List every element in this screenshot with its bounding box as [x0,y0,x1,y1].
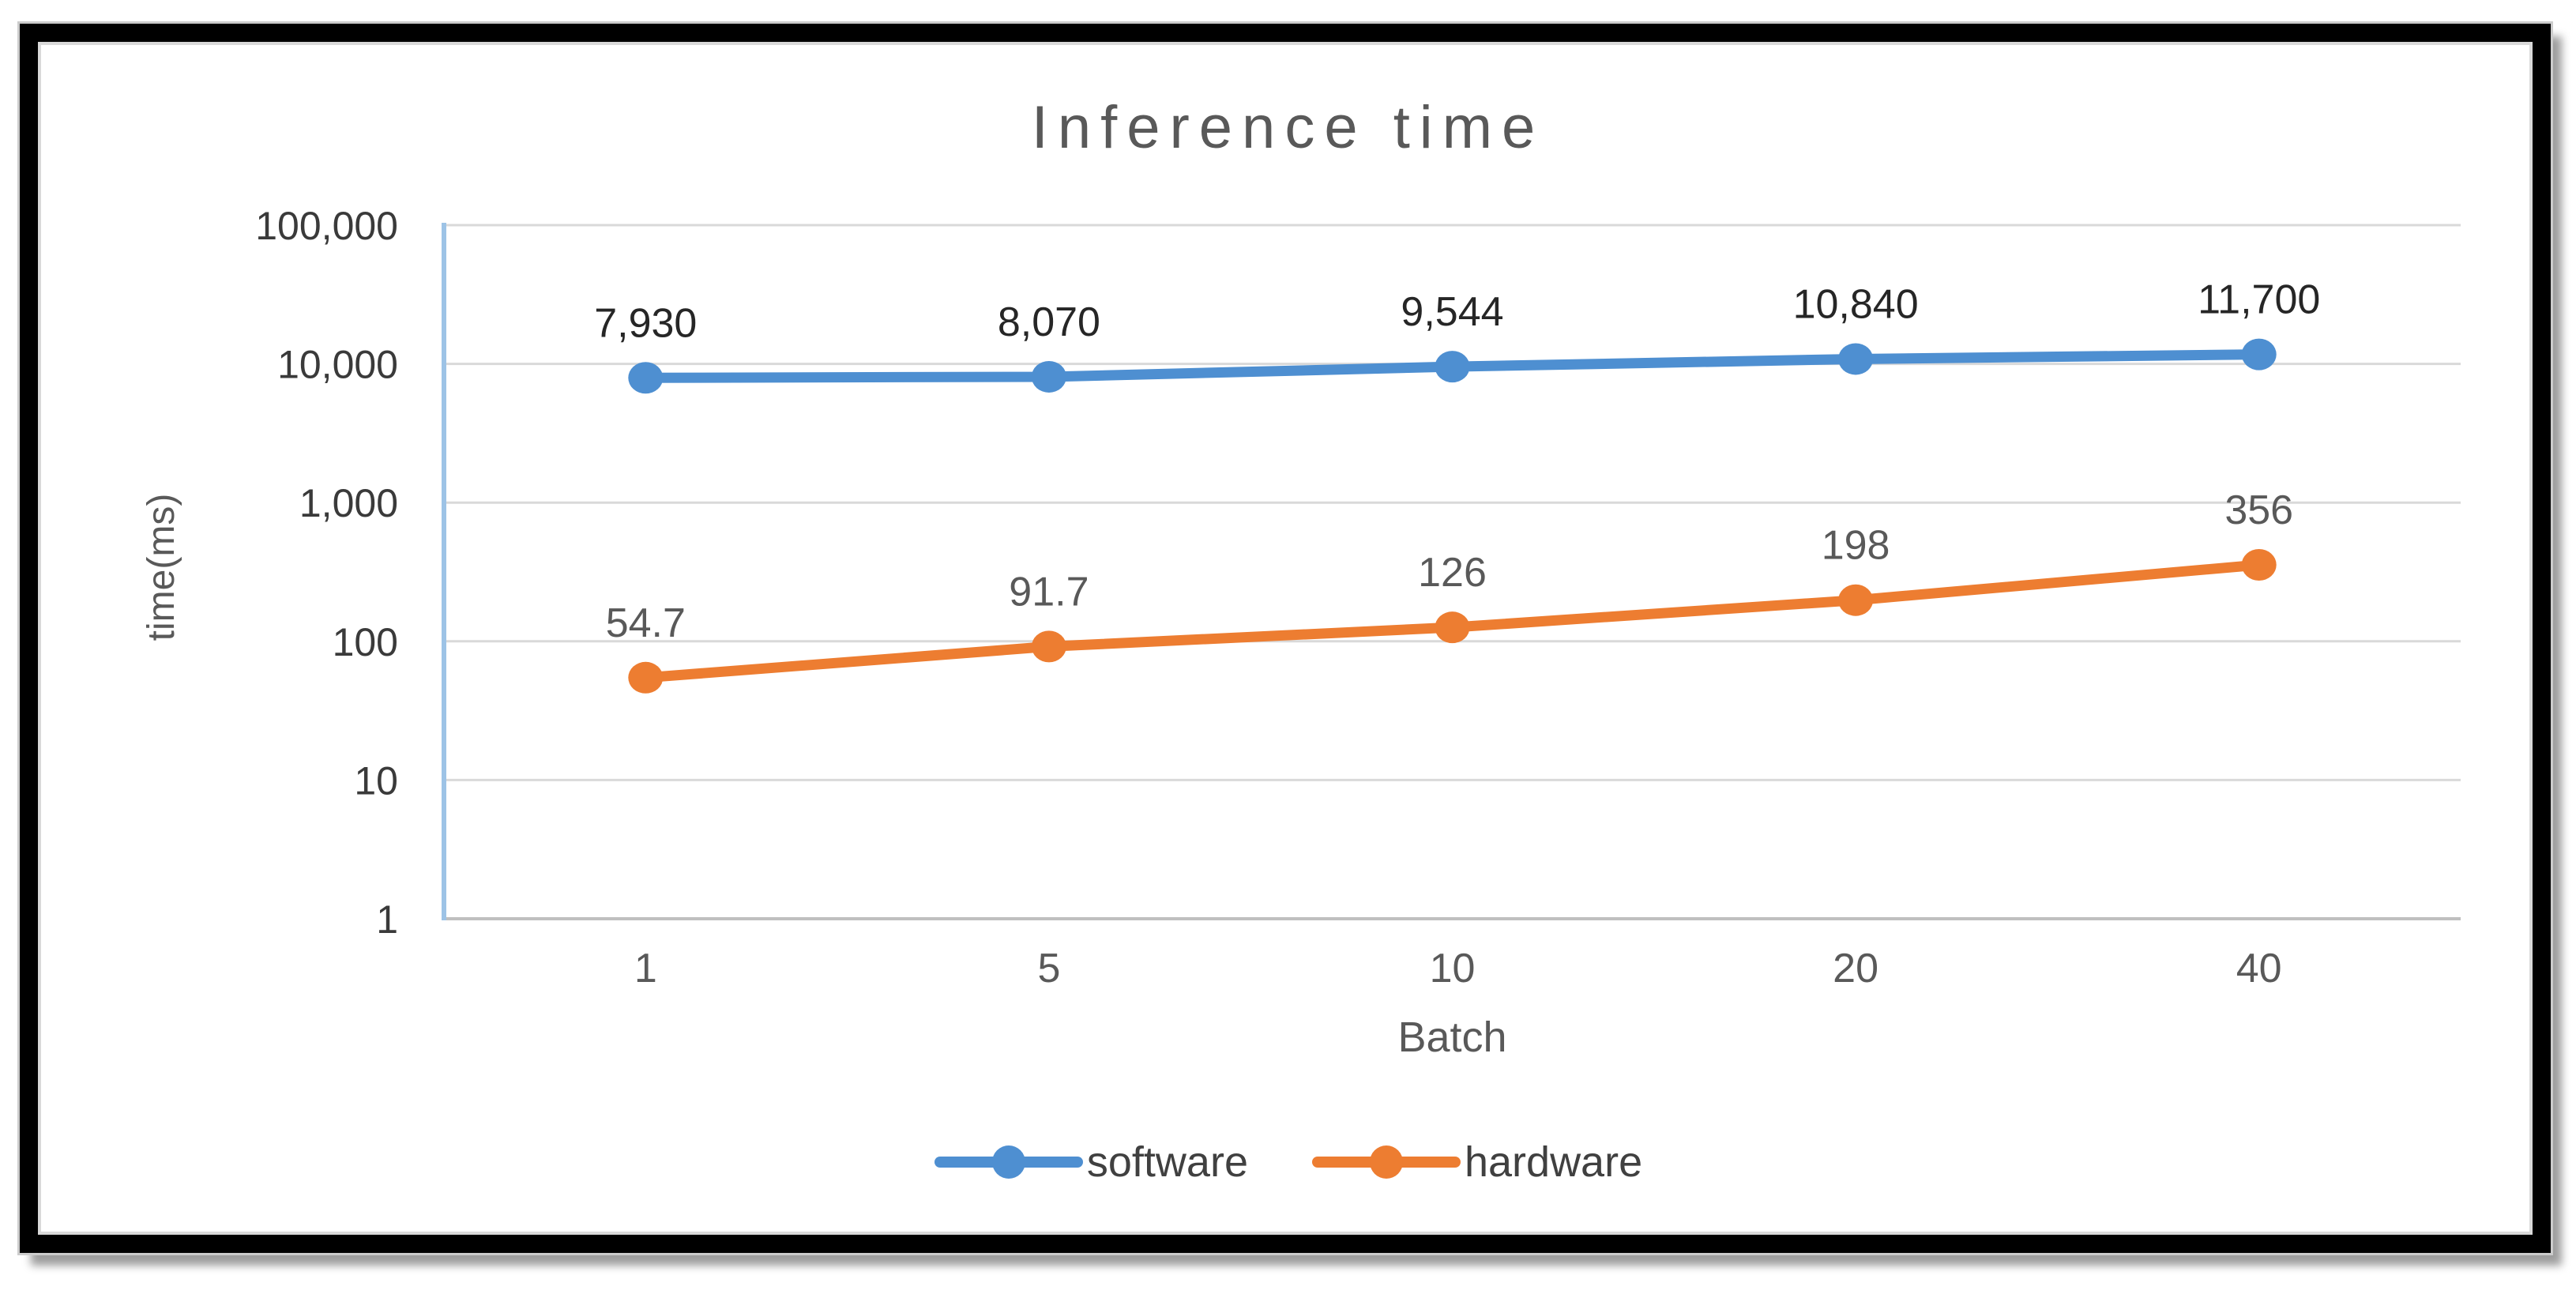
data-point-marker-software [1838,343,1874,375]
data-point-marker-hardware [2241,548,2277,581]
data-label-hardware: 91.7 [1009,569,1089,615]
data-point-marker-hardware [1838,584,1874,616]
y-tick-label: 1,000 [299,481,398,525]
data-point-marker-hardware [1031,630,1066,663]
x-tick-label: 5 [1037,946,1060,991]
y-axis-title: time(ms) [141,493,182,641]
data-label-hardware: 126 [1418,550,1487,596]
data-point-marker-hardware [628,661,664,694]
x-tick-label: 20 [1833,946,1878,991]
chart-legend: software hardware [0,1138,2576,1187]
data-point-marker-software [2241,338,2277,371]
hardware-legend-marker-icon [1311,1145,1461,1179]
data-point-marker-software [1031,360,1066,393]
x-tick-label: 10 [1430,946,1476,991]
data-label-software: 11,700 [2198,277,2320,323]
x-axis-title: Batch [1397,1014,1507,1061]
chart-title: Inference time [1031,94,1545,161]
data-point-marker-hardware [1435,611,1470,644]
data-label-software: 10,840 [1793,281,1919,327]
legend-item-hardware: hardware [1311,1138,1642,1187]
y-tick-label: 100 [333,620,398,664]
software-legend-marker-icon [934,1145,1083,1179]
y-tick-label: 1 [376,897,398,942]
data-label-software: 7,930 [594,300,697,346]
y-tick-label: 10,000 [277,343,398,387]
x-tick-label: 1 [634,946,657,991]
y-tick-label: 100,000 [255,204,398,248]
legend-label-software: software [1086,1138,1248,1186]
data-label-hardware: 356 [2224,487,2293,533]
legend-item-software: software [934,1138,1248,1187]
data-label-hardware: 54.7 [606,600,686,646]
data-label-software: 9,544 [1401,289,1503,335]
legend-label-hardware: hardware [1464,1138,1643,1186]
data-point-marker-software [1435,351,1470,383]
y-tick-label: 10 [354,758,398,803]
data-point-marker-software [628,362,664,394]
data-label-software: 8,070 [998,299,1100,345]
data-label-hardware: 198 [1822,523,1890,569]
x-tick-label: 40 [2236,946,2282,991]
